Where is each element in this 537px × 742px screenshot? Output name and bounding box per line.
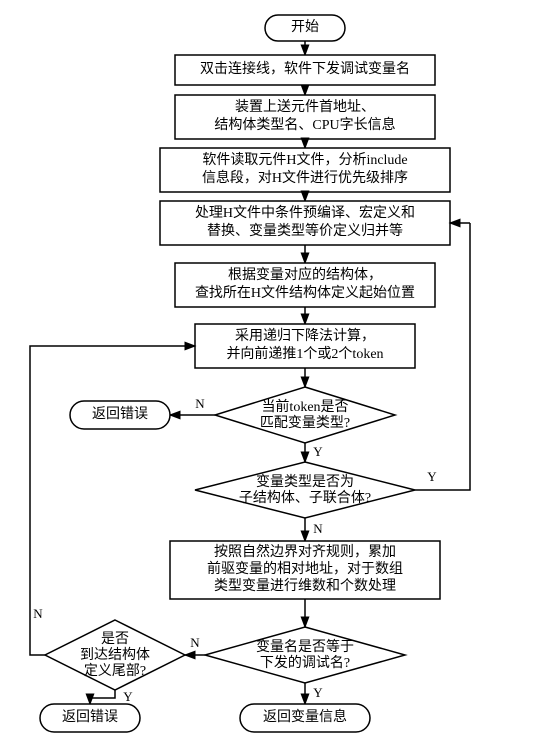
label-d3-l1: 变量名是否等于 xyxy=(256,638,354,655)
label-d1-l1: 当前token是否 xyxy=(261,398,348,415)
label-err2: 返回错误 xyxy=(62,709,118,725)
label-d1-Y: Y xyxy=(313,444,323,459)
label-p7-l1: 按照自然边界对齐规则，累加 xyxy=(214,543,396,560)
label-d2-l2: 子结构体、子联合体? xyxy=(239,490,371,506)
label-d1-l2: 匹配变量类型? xyxy=(260,415,350,431)
label-d3-N: N xyxy=(190,635,200,650)
label-p3-l1: 软件读取元件H文件，分析include xyxy=(202,151,407,168)
label-p7-l2: 前驱变量的相对地址，对于数组 xyxy=(207,560,403,577)
label-d3-Y: Y xyxy=(313,685,323,700)
label-p6-l1: 采用递归下降法计算， xyxy=(235,327,375,344)
label-p7-l3: 类型变量进行维数和个数处理 xyxy=(214,578,396,594)
edge-d4-p6-a xyxy=(30,346,130,655)
label-p4-l1: 处理H文件中条件预编译、宏定义和 xyxy=(195,204,415,221)
label-p2-l2: 结构体类型名、CPU字长信息 xyxy=(214,116,395,133)
edge-d4-err2 xyxy=(90,690,115,704)
label-ret: 返回变量信息 xyxy=(263,708,347,725)
label-d4-l3: 定义尾部? xyxy=(84,663,146,679)
label-p5-l1: 根据变量对应的结构体， xyxy=(228,266,382,283)
label-start: 开始 xyxy=(291,19,319,35)
label-p1: 双击连接线，软件下发调试变量名 xyxy=(200,60,410,77)
label-p5-l2: 查找所在H文件结构体定义起始位置 xyxy=(195,285,415,301)
label-p4-l2: 替换、变量类型等价定义归并等 xyxy=(207,222,403,239)
label-p2-l1: 装置上送元件首地址、 xyxy=(235,99,375,115)
label-d4-N: N xyxy=(33,606,43,621)
label-p6-l2: 并向前递推1个或2个token xyxy=(226,345,383,362)
label-d3-l2: 下发的调试名? xyxy=(260,655,350,671)
label-d4-l2: 到达结构体 xyxy=(80,647,150,663)
label-err1: 返回错误 xyxy=(92,406,148,422)
label-d4-l1: 是否 xyxy=(101,632,129,647)
label-d2-N: N xyxy=(313,521,323,536)
label-d2-Y: Y xyxy=(427,469,437,484)
label-d1-N: N xyxy=(195,396,205,411)
label-p3-l2: 信息段，对H文件进行优先级排序 xyxy=(202,169,408,186)
flowchart-canvas: 开始 双击连接线，软件下发调试变量名 装置上送元件首地址、 结构体类型名、CPU… xyxy=(0,0,537,742)
label-d2-l1: 变量类型是否为 xyxy=(256,474,354,490)
label-d4-Y: Y xyxy=(123,689,133,704)
